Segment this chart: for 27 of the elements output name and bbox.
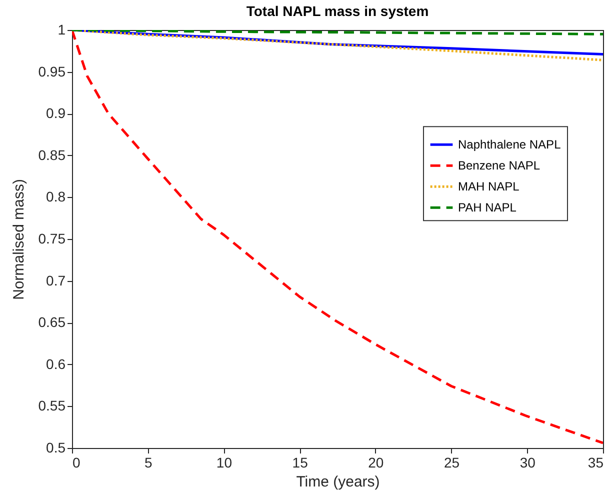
x-tick-label: 25 [444, 454, 460, 470]
x-tick-label: 35 [588, 454, 604, 470]
y-tick-label: 1 [58, 22, 66, 38]
x-tick-label: 20 [368, 454, 384, 470]
y-tick-label: 0.75 [38, 230, 66, 246]
x-tick-label: 30 [520, 454, 536, 470]
legend-label: MAH NAPL [458, 180, 520, 194]
y-tick-label: 0.9 [46, 105, 66, 122]
legend-label: Benzene NAPL [458, 158, 540, 173]
x-tick-label: 5 [144, 454, 152, 470]
x-axis-title: Time (years) [296, 474, 380, 490]
y-tick-label: 0.6 [46, 356, 66, 372]
legend-label: Naphthalene NAPL [458, 138, 562, 152]
y-tick-label: 0.7 [46, 272, 66, 288]
chart-title: Total NAPL mass in system [246, 3, 429, 19]
y-tick-label: 0.5 [46, 440, 66, 456]
line-series [72, 30, 603, 444]
y-axis-title: Normalised mass) [10, 179, 28, 300]
x-tick-label: 0 [72, 454, 80, 470]
y-tick-label: 0.85 [38, 146, 66, 163]
y-tick-label: 0.8 [46, 188, 66, 205]
legend-label: PAH NAPL [458, 200, 517, 215]
y-tick-label: 0.65 [38, 314, 66, 330]
x-tick-label: 15 [292, 454, 308, 470]
y-tick-label: 0.95 [38, 63, 66, 80]
x-tick-label: 10 [216, 454, 232, 470]
y-tick-label: 0.55 [38, 398, 66, 414]
